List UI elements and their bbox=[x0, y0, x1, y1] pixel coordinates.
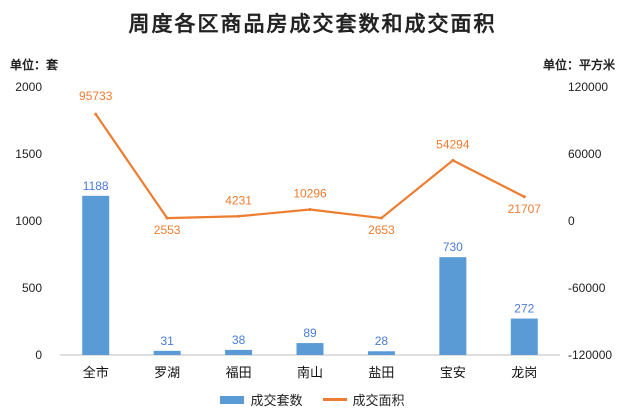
legend-bar-swatch bbox=[220, 395, 245, 404]
line-label-6: 21707 bbox=[508, 202, 542, 216]
right-tick-label-4: 120000 bbox=[568, 80, 608, 94]
legend: 成交套数 成交面积 bbox=[0, 390, 625, 409]
category-label-2: 福田 bbox=[226, 366, 252, 381]
left-axis-unit: 单位：套 bbox=[10, 58, 59, 72]
legend-line-swatch bbox=[322, 398, 347, 401]
legend-item-bar: 成交套数 bbox=[220, 390, 303, 409]
line-point-3 bbox=[308, 208, 312, 212]
right-tick-label-2: 0 bbox=[568, 214, 575, 228]
line-label-3: 10296 bbox=[293, 187, 327, 201]
line-series bbox=[94, 113, 525, 220]
bar-label-4: 28 bbox=[375, 334, 389, 348]
bar-3 bbox=[296, 343, 324, 355]
bar-label-3: 89 bbox=[303, 326, 317, 340]
right-tick-label-1: -60000 bbox=[568, 281, 606, 295]
category-label-6: 龙岗 bbox=[511, 366, 537, 381]
line-point-4 bbox=[379, 216, 383, 220]
left-tick-label-1: 500 bbox=[22, 281, 42, 295]
bar-1 bbox=[153, 350, 181, 355]
right-tick-label-3: 60000 bbox=[568, 147, 602, 161]
line-label-1: 2553 bbox=[154, 223, 181, 237]
line-label-4: 2653 bbox=[368, 223, 395, 237]
bar-5 bbox=[439, 257, 467, 355]
line-point-0 bbox=[94, 112, 98, 116]
bar-label-1: 31 bbox=[160, 334, 174, 348]
left-tick-label-2: 1000 bbox=[15, 214, 42, 228]
bar-4 bbox=[367, 351, 395, 355]
bar-label-0: 1188 bbox=[83, 179, 109, 193]
bar-label-5: 730 bbox=[443, 240, 463, 254]
right-tick-label-0: -120000 bbox=[568, 348, 612, 362]
left-tick-label-4: 2000 bbox=[15, 80, 42, 94]
legend-bar-label: 成交套数 bbox=[250, 394, 303, 409]
legend-line-label: 成交面积 bbox=[352, 394, 405, 409]
left-tick-label-3: 1500 bbox=[15, 147, 42, 161]
bar-0 bbox=[82, 195, 110, 355]
line-point-1 bbox=[165, 216, 169, 220]
line-label-0: 95733 bbox=[79, 89, 113, 103]
line-label-2: 4231 bbox=[225, 193, 252, 207]
line-point-5 bbox=[451, 158, 455, 162]
bar-label-2: 38 bbox=[232, 333, 246, 347]
chart-title: 周度各区商品房成交套数和成交面积 bbox=[128, 11, 497, 36]
line-label-5: 54294 bbox=[436, 137, 470, 151]
left-tick-label-0: 0 bbox=[35, 348, 42, 362]
bar-label-6: 272 bbox=[514, 302, 534, 316]
category-label-0: 全市 bbox=[83, 365, 109, 381]
category-label-1: 罗湖 bbox=[154, 366, 180, 381]
line-point-6 bbox=[522, 195, 526, 199]
category-label-4: 盐田 bbox=[368, 366, 394, 381]
category-label-3: 南山 bbox=[297, 365, 323, 381]
legend-item-line: 成交面积 bbox=[322, 390, 405, 409]
category-label-5: 宝安 bbox=[440, 366, 466, 381]
bar-2 bbox=[225, 349, 253, 355]
line-point-2 bbox=[237, 214, 241, 218]
right-axis-unit: 单位：平方米 bbox=[542, 58, 615, 72]
bar-6 bbox=[510, 318, 538, 355]
